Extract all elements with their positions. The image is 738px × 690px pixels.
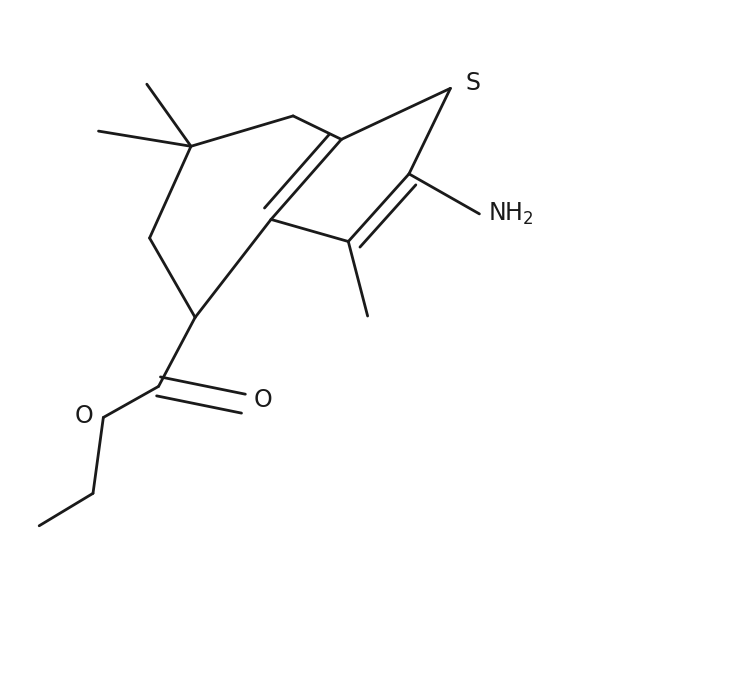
Text: S: S	[466, 71, 480, 95]
Text: NH$_2$: NH$_2$	[488, 201, 534, 227]
Text: O: O	[75, 404, 94, 428]
Text: O: O	[254, 388, 272, 412]
